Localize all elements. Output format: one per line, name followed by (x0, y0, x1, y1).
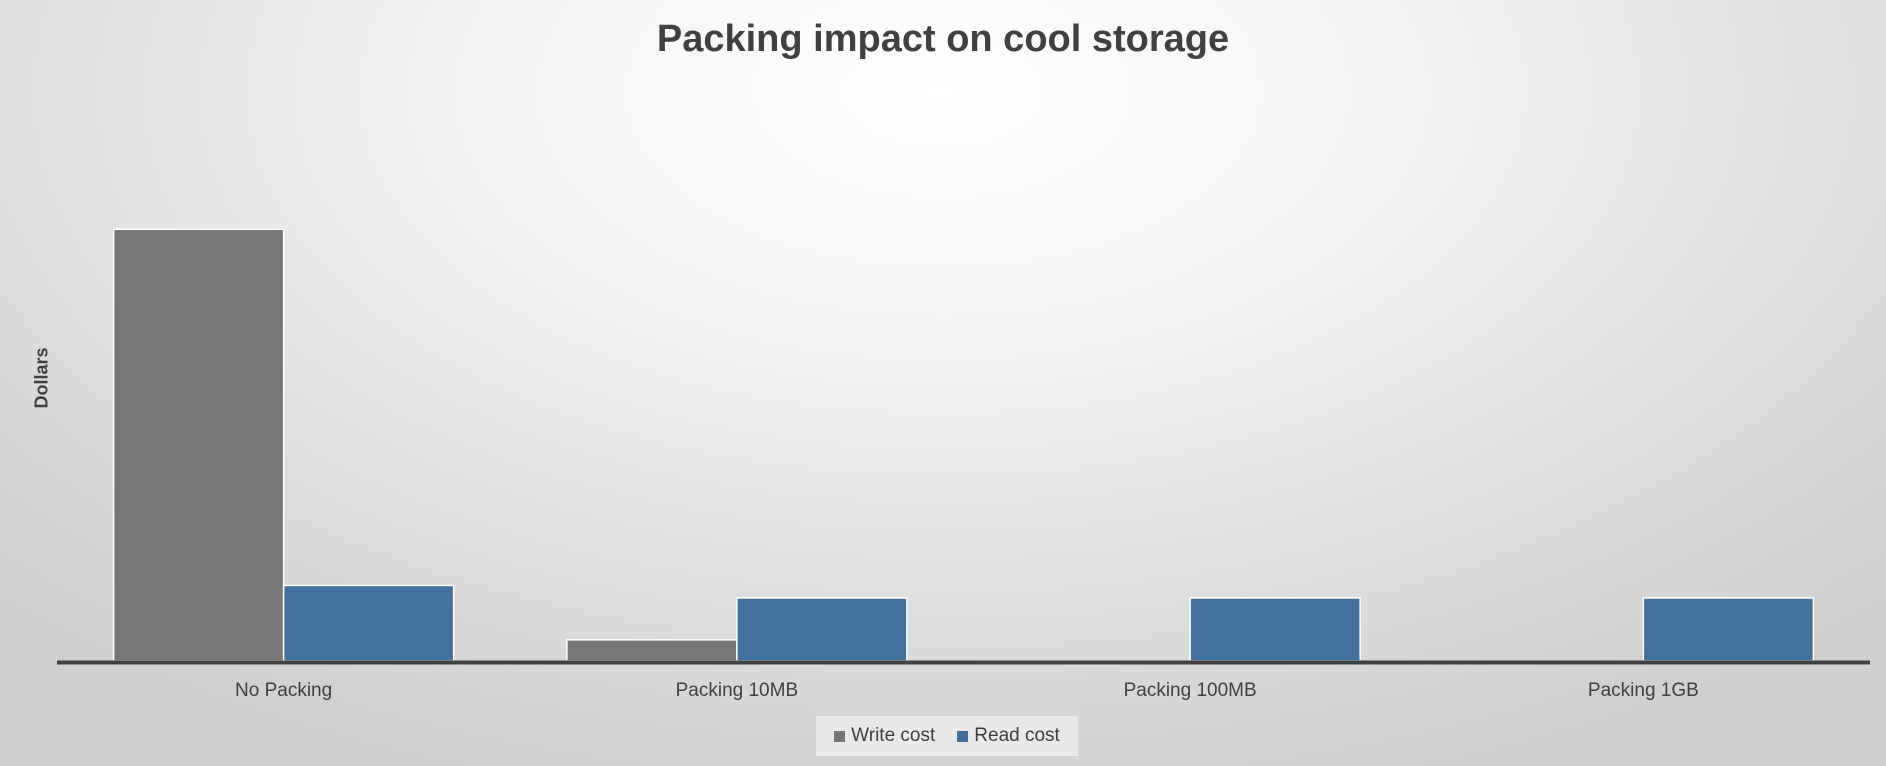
x-tick-label: Packing 1GB (1588, 680, 1699, 701)
x-tick-label: Packing 10MB (676, 680, 799, 701)
bar-write-1 (566, 639, 738, 662)
bar-read-2 (1189, 597, 1361, 662)
legend-item-read: Read cost (957, 725, 1060, 747)
chart-title: Packing impact on cool storage (656, 18, 1230, 60)
bar-read-3 (1642, 597, 1815, 662)
legend-label-write: Write cost (851, 725, 936, 746)
legend-label-read: Read cost (974, 725, 1060, 746)
legend: Write cost Read cost (816, 716, 1078, 756)
legend-swatch-write (834, 730, 846, 742)
bar-read-0 (282, 584, 455, 662)
bar-write-0 (112, 228, 285, 662)
legend-swatch-read (957, 730, 969, 742)
legend-item-write: Write cost (834, 725, 935, 747)
x-tick-label: No Packing (235, 680, 332, 701)
bar-read-1 (736, 597, 908, 662)
x-tick-label: Packing 100MB (1124, 680, 1257, 701)
